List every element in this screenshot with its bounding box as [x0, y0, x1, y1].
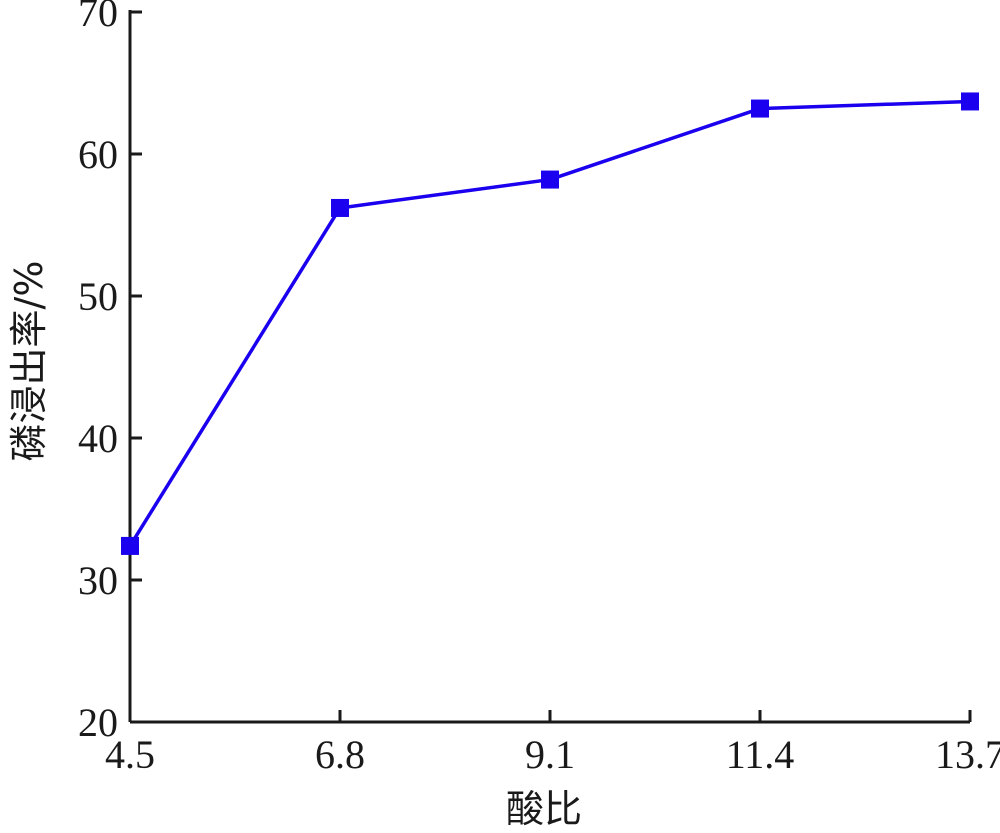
data-point-marker	[961, 92, 979, 111]
data-point-marker	[541, 170, 559, 189]
x-tick-label: 9.1	[525, 732, 575, 777]
x-tick-label: 6.8	[315, 732, 365, 777]
x-ticks: 4.5 6.8 9.1 11.4 13.7	[105, 710, 1000, 777]
data-point-marker	[121, 536, 139, 555]
y-tick-label: 50	[78, 274, 118, 319]
y-tick-label: 20	[78, 700, 118, 745]
data-point-marker	[751, 99, 769, 118]
y-tick-label: 30	[78, 558, 118, 603]
data-point-marker	[331, 198, 349, 217]
x-axis-title: 酸比	[506, 787, 582, 831]
x-tick-label: 11.4	[726, 732, 795, 777]
y-axis-title: 磷浸出率/%	[7, 261, 51, 462]
y-ticks: 20 30 40 50 60 70	[78, 0, 142, 745]
y-tick-label: 40	[78, 416, 118, 461]
series-layer	[121, 92, 979, 555]
y-tick-label: 70	[78, 0, 118, 35]
y-tick-label: 60	[78, 132, 118, 177]
x-tick-label: 13.7	[935, 732, 1000, 777]
x-tick-label: 4.5	[105, 732, 155, 777]
series-line	[128, 99, 971, 547]
axes	[128, 10, 970, 724]
